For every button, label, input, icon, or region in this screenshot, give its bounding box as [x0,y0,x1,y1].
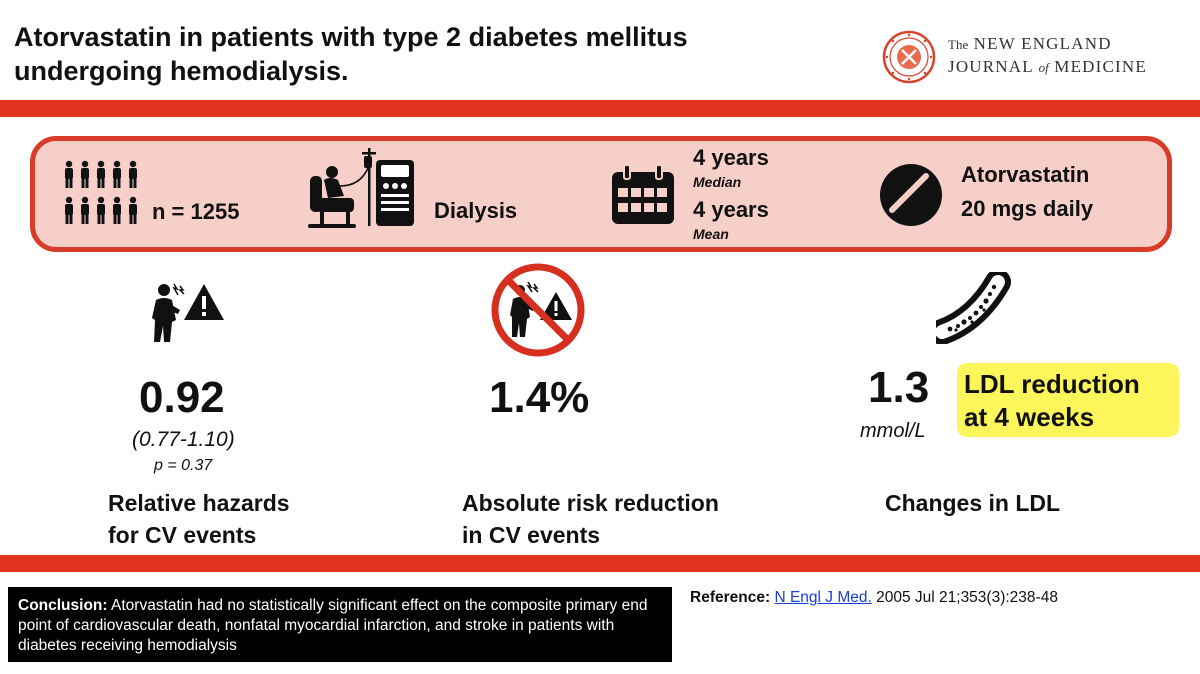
median-follow-up-label: Median [693,174,742,190]
conclusion-text: Atorvastatin had no statistically signif… [18,597,648,654]
relative-hazards-p-value: p = 0.37 [154,457,213,474]
pill-icon [880,164,942,226]
drug-name: Atorvastatin [961,162,1090,187]
patient-count: n = 1255 [152,199,240,224]
bottom-divider-bar [0,555,1200,572]
drug-dose: 20 mgs daily [961,196,1094,221]
mean-follow-up-label: Mean [693,226,729,242]
reference: Reference: N Engl J Med. 2005 Jul 21;353… [690,589,1058,607]
infographic-title: Atorvastatin in patients with type 2 dia… [14,20,834,88]
absolute-risk-caption-line-2: in CV events [462,522,601,548]
conclusion-label: Conclusion: [18,597,108,614]
relative-hazards-ci: (0.77-1.10) [132,428,235,451]
journal-name-medicine: MEDICINE [1054,57,1147,76]
artery-plaque-icon [936,272,1011,344]
title-line-2: undergoing hemodialysis. [14,56,349,86]
mean-follow-up-value: 4 years [693,197,769,222]
ldl-highlight-line-2: at 4 weeks [964,402,1095,432]
absolute-risk-caption: Absolute risk reduction in CV events [462,487,719,551]
journal-name: The NEW ENGLAND JOURNAL of MEDICINE [948,33,1147,79]
ldl-highlight-text: LDL reduction at 4 weeks [964,368,1140,434]
ldl-caption: Changes in LDL [885,490,1061,516]
chest-pain-warning-icon [152,283,224,342]
ldl-highlight-badge [957,363,1179,437]
dialysis-label: Dialysis [434,198,518,223]
reference-citation: 2005 Jul 21;353(3):238-48 [876,589,1058,606]
journal-logo: The NEW ENGLAND JOURNAL of MEDICINE [882,30,1192,84]
calendar-icon [612,164,674,224]
ldl-highlight-line-1: LDL reduction [964,369,1140,399]
relative-hazards-caption: Relative hazards for CV events [108,487,290,551]
relative-hazards-value: 0.92 [139,373,225,422]
journal-name-line-1: NEW ENGLAND [973,34,1112,53]
people-group-icon [65,160,137,224]
journal-name-journal: JOURNAL [948,57,1034,76]
ldl-change-unit: mmol/L [860,420,926,442]
journal-of: of [1038,60,1049,75]
reference-link[interactable]: N Engl J Med. [774,589,872,606]
reference-label: Reference: [690,589,771,606]
absolute-risk-value: 1.4% [489,373,590,422]
absolute-risk-caption-line-1: Absolute risk reduction [462,490,719,516]
median-follow-up-value: 4 years [693,145,769,170]
conclusion-box: Conclusion: Atorvastatin had no statisti… [8,587,672,662]
study-summary-box [30,136,1172,252]
title-line-1: Atorvastatin in patients with type 2 dia… [14,22,688,52]
journal-seal-icon [882,30,936,84]
top-divider-bar [0,100,1200,117]
journal-the: The [948,37,969,52]
dialysis-machine-icon [308,148,414,228]
relative-hazards-caption-line-2: for CV events [108,522,257,548]
ldl-change-value: 1.3 [868,363,930,412]
relative-hazards-caption-line-1: Relative hazards [108,490,290,516]
no-chest-pain-icon [491,263,585,357]
